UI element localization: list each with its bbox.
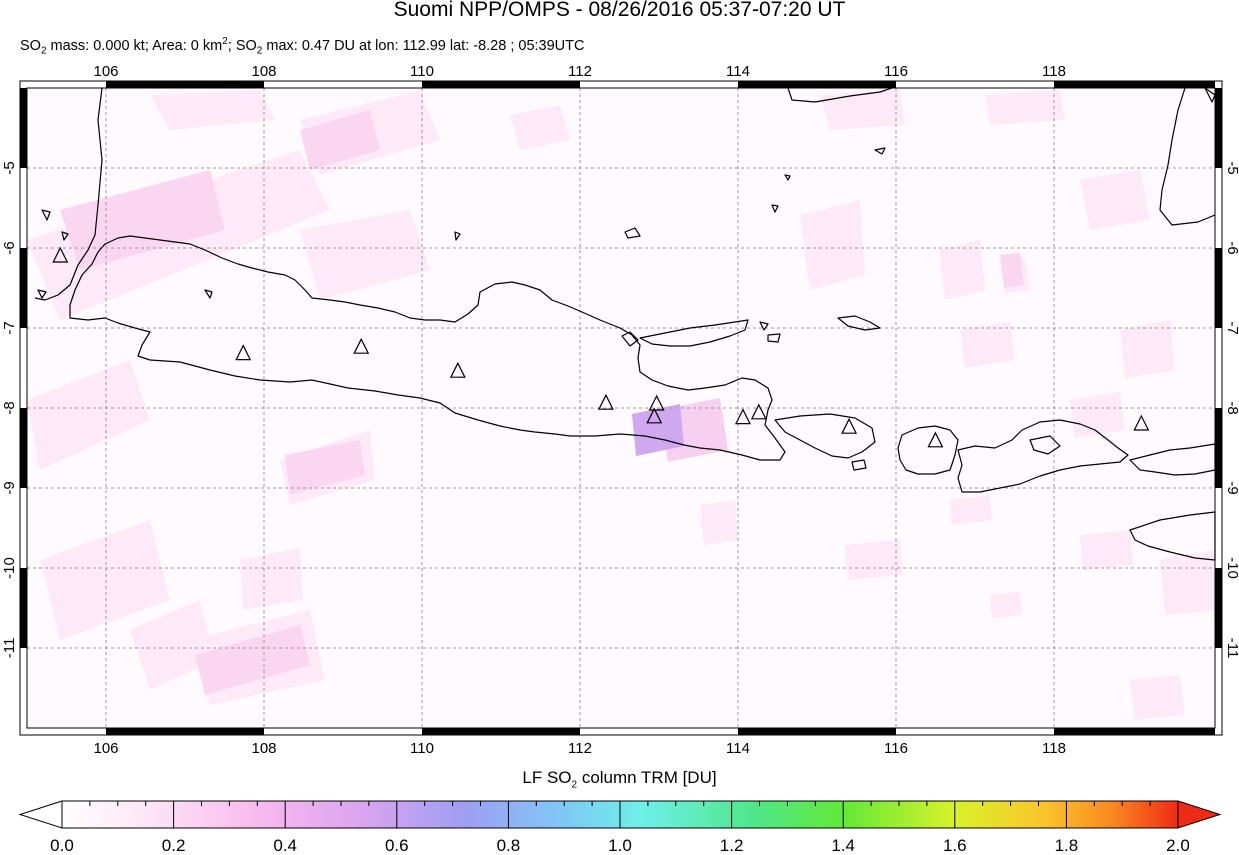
lon-label: 108 <box>251 63 276 80</box>
coastlines <box>34 87 1216 561</box>
lat-labels-right: -5 -6 -7 -8 -9 -10 -11 <box>1224 161 1239 658</box>
lat-label: -6 <box>1224 241 1239 254</box>
lon-label: 116 <box>884 740 908 757</box>
lat-labels-left: -5 -6 -7 -8 -9 -10 -11 <box>1 161 18 658</box>
volcano-icon <box>734 408 751 425</box>
coast-sumatra <box>34 87 103 301</box>
lat-label: -7 <box>1224 321 1239 334</box>
coast-madura <box>639 319 749 347</box>
volcano-icon <box>449 361 466 378</box>
colorbar-tick-label: 1.0 <box>608 836 632 855</box>
volcano-icon <box>1133 414 1150 431</box>
lat-label: -8 <box>1 401 18 414</box>
volcano-icon <box>52 246 69 263</box>
colorbar-tick-label: 1.6 <box>943 836 967 855</box>
lon-labels-bottom: 106 108 110 112 114 116 118 <box>93 740 1065 757</box>
lon-label: 114 <box>726 63 750 80</box>
coast-bali <box>774 413 876 459</box>
coast-sulawesi <box>1159 87 1216 226</box>
colorbar-tick-label: 0.2 <box>162 836 186 855</box>
lon-labels-top: 106 108 110 112 114 116 118 <box>93 63 1065 80</box>
colorbar-tick-label: 1.8 <box>1055 836 1079 855</box>
lon-label: 108 <box>251 740 276 757</box>
lon-label: 114 <box>726 740 750 757</box>
colorbar-high-arrow <box>1177 800 1222 829</box>
lat-label: -11 <box>1224 638 1239 659</box>
so2-statistics: SO2 mass: 0.000 kt; Area: 0 km2; SO2 max… <box>20 36 585 57</box>
volcano-icon <box>648 394 665 411</box>
lon-label: 110 <box>410 740 434 757</box>
lon-label: 116 <box>884 63 908 80</box>
colorbar-title: LF SO2 column TRM [DU] <box>522 768 717 791</box>
colorbar-tick-label: 0.0 <box>50 836 74 855</box>
colorbar: 0.0 0.2 0.4 0.6 0.8 1.0 1.2 1.4 1.6 1.8 2.0 <box>18 800 1222 855</box>
lon-label: 112 <box>568 740 592 757</box>
lat-label: -9 <box>1224 481 1239 494</box>
colorbar-tick-label: 2.0 <box>1166 836 1190 855</box>
coast-sumba <box>1129 511 1216 561</box>
lat-label: -10 <box>1 557 18 579</box>
colorbar-tick-label: 0.8 <box>497 836 521 855</box>
lat-label: -11 <box>1 638 18 659</box>
lat-label: -8 <box>1224 401 1239 414</box>
lon-label: 118 <box>1042 63 1066 80</box>
lat-label: -6 <box>1 241 18 254</box>
volcano-icon <box>646 407 663 424</box>
lat-label: -9 <box>1 481 18 494</box>
lat-label: -10 <box>1224 557 1239 579</box>
colorbar-tick-label: 1.4 <box>831 836 855 855</box>
volcano-icon <box>353 337 370 354</box>
colorbar-tick-label: 0.4 <box>273 836 297 855</box>
lat-label: -7 <box>1 321 18 334</box>
colorbar-low-arrow <box>18 800 63 829</box>
volcano-icon <box>927 431 944 448</box>
coast-java <box>69 235 786 461</box>
colorbar-tick-label: 0.6 <box>385 836 409 855</box>
lon-label: 106 <box>93 740 118 757</box>
lon-label: 110 <box>410 63 434 80</box>
volcano-icon <box>750 403 767 420</box>
lat-label: -5 <box>1224 161 1239 174</box>
colorbar-tick-label: 1.2 <box>720 836 744 855</box>
volcano-icon <box>235 344 252 361</box>
lat-label: -5 <box>1 161 18 174</box>
page-title: Suomi NPP/OMPS - 08/26/2016 05:37-07:20 … <box>393 0 846 21</box>
map-frame <box>19 80 1223 736</box>
volcano-icon <box>597 393 614 410</box>
coast-lombok <box>897 425 959 475</box>
coast-kalimantan <box>787 87 893 103</box>
lon-label: 118 <box>1042 740 1066 757</box>
volcano-markers <box>52 246 1150 448</box>
coast-sumbawa <box>957 419 1129 493</box>
volcano-icon <box>841 417 858 434</box>
lon-label: 106 <box>93 63 118 80</box>
lon-label: 112 <box>568 63 592 80</box>
